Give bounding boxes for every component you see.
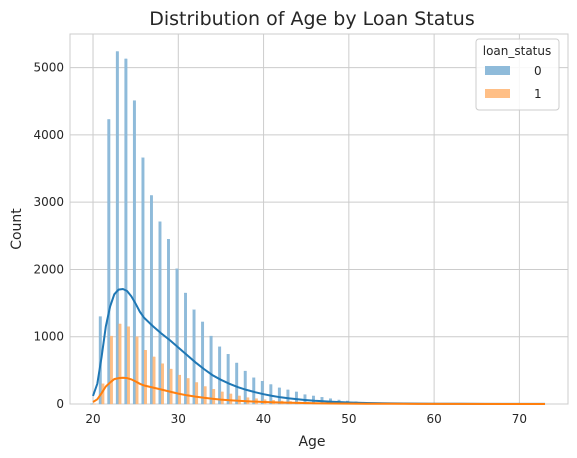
bar-0-age-43 bbox=[286, 389, 290, 405]
bar-0-age-37 bbox=[235, 362, 239, 405]
bar-1-age-28 bbox=[161, 363, 164, 405]
kde-curves bbox=[92, 287, 546, 405]
legend-label-1: 1 bbox=[534, 87, 542, 101]
bar-1-age-25 bbox=[135, 336, 139, 405]
y-axis-label: Count bbox=[9, 208, 25, 250]
x-axis-label: Age bbox=[298, 434, 325, 450]
kde-line-1 bbox=[92, 376, 546, 405]
bar-1-age-32 bbox=[195, 382, 199, 405]
bar-0-age-22 bbox=[107, 119, 111, 405]
legend-swatch-0 bbox=[485, 66, 510, 75]
bar-1-age-30 bbox=[178, 374, 182, 405]
bar-1-age-26 bbox=[144, 350, 147, 405]
y-tick-label: 4000 bbox=[33, 128, 64, 142]
bar-1-age-24 bbox=[126, 326, 130, 405]
bar-1-age-31 bbox=[186, 378, 190, 405]
y-tick-label: 3000 bbox=[33, 195, 64, 209]
y-tick-label: 2000 bbox=[33, 262, 64, 276]
y-tick-label: 0 bbox=[56, 397, 64, 411]
bar-1-age-23 bbox=[118, 323, 122, 405]
bar-1-age-29 bbox=[169, 368, 173, 405]
bar-0-age-28 bbox=[158, 221, 162, 405]
bar-1-age-35 bbox=[220, 391, 224, 405]
bar-0-age-38 bbox=[243, 370, 247, 405]
bar-0-age-41 bbox=[269, 384, 273, 405]
axis-ticks: 20 30 40 50 60 70 0 1000 2000 3000 4000 5000 bbox=[33, 61, 527, 426]
bar-0-age-26 bbox=[141, 157, 145, 405]
x-tick-label: 70 bbox=[512, 412, 527, 426]
bar-1-age-27 bbox=[152, 356, 156, 405]
legend: loan_status 0 1 bbox=[475, 38, 560, 111]
bar-1-age-33 bbox=[203, 386, 207, 405]
bar-0-age-34 bbox=[209, 335, 213, 405]
bar-0-age-23 bbox=[115, 51, 119, 405]
bar-0-age-30 bbox=[175, 268, 179, 405]
x-tick-label: 50 bbox=[341, 412, 356, 426]
bar-0-age-20 bbox=[90, 403, 94, 405]
bar-0-age-25 bbox=[132, 100, 136, 405]
x-tick-label: 40 bbox=[256, 412, 271, 426]
x-tick-label: 30 bbox=[171, 412, 186, 426]
bar-1-age-22 bbox=[109, 335, 113, 405]
bar-0-age-24 bbox=[124, 58, 128, 405]
bar-0-age-36 bbox=[226, 354, 230, 405]
bar-1-age-34 bbox=[212, 389, 216, 405]
bar-0-age-32 bbox=[192, 309, 196, 405]
chart-title: Distribution of Age by Loan Status bbox=[149, 8, 475, 30]
x-tick-label: 60 bbox=[426, 412, 441, 426]
bar-0-age-44 bbox=[294, 391, 298, 405]
legend-label-0: 0 bbox=[534, 64, 542, 78]
bar-0-age-33 bbox=[201, 321, 205, 405]
bar-0-age-35 bbox=[218, 346, 222, 405]
bar-0-age-40 bbox=[260, 380, 264, 405]
legend-title: loan_status bbox=[483, 44, 552, 58]
legend-swatch-1 bbox=[485, 89, 510, 98]
bar-1-age-20 bbox=[92, 403, 96, 405]
bar-0-age-29 bbox=[167, 239, 170, 405]
bar-1-age-36 bbox=[229, 393, 233, 405]
x-tick-label: 20 bbox=[85, 412, 100, 426]
bar-0-age-31 bbox=[184, 292, 187, 405]
y-tick-label: 1000 bbox=[33, 330, 64, 344]
bar-0-age-27 bbox=[150, 195, 153, 405]
y-tick-label: 5000 bbox=[33, 61, 64, 75]
